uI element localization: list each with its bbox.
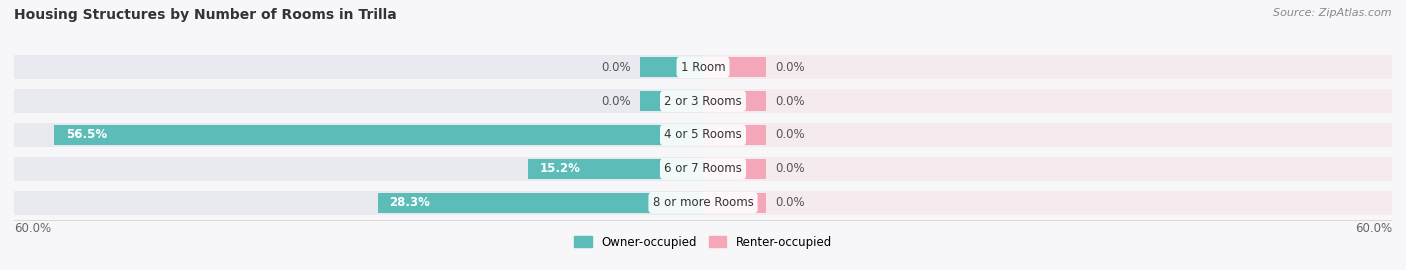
Text: 6 or 7 Rooms: 6 or 7 Rooms [664,162,742,176]
Text: Source: ZipAtlas.com: Source: ZipAtlas.com [1274,8,1392,18]
Bar [703,193,766,212]
Bar [14,157,1392,181]
Bar [378,193,703,212]
Bar [703,123,1392,147]
Text: 60.0%: 60.0% [14,222,51,235]
Bar [703,89,1392,113]
Bar [640,91,703,111]
Text: 0.0%: 0.0% [775,94,806,108]
Bar [529,159,703,179]
Text: Housing Structures by Number of Rooms in Trilla: Housing Structures by Number of Rooms in… [14,8,396,22]
Bar [703,159,766,179]
Text: 28.3%: 28.3% [389,196,430,209]
Text: 2 or 3 Rooms: 2 or 3 Rooms [664,94,742,108]
Bar [14,191,703,215]
Bar [14,89,703,113]
Bar [703,55,1392,79]
Bar [703,157,1392,181]
Text: 15.2%: 15.2% [540,162,581,176]
Text: 56.5%: 56.5% [66,129,107,141]
Text: 1 Room: 1 Room [681,61,725,74]
Bar [14,123,1392,147]
Bar [14,89,1392,113]
Text: 4 or 5 Rooms: 4 or 5 Rooms [664,129,742,141]
Bar [703,191,1392,215]
Text: 0.0%: 0.0% [775,162,806,176]
Text: 8 or more Rooms: 8 or more Rooms [652,196,754,209]
Bar [14,55,703,79]
Bar [703,125,766,145]
Bar [703,58,766,77]
Bar [14,191,1392,215]
Text: 0.0%: 0.0% [775,196,806,209]
Bar [14,123,703,147]
Text: 0.0%: 0.0% [600,61,631,74]
Text: 0.0%: 0.0% [600,94,631,108]
Text: 0.0%: 0.0% [775,61,806,74]
Bar [14,157,703,181]
Bar [55,125,703,145]
Text: 60.0%: 60.0% [1355,222,1392,235]
Bar [640,58,703,77]
Bar [703,91,766,111]
Bar [14,55,1392,79]
Legend: Owner-occupied, Renter-occupied: Owner-occupied, Renter-occupied [569,231,837,254]
Text: 0.0%: 0.0% [775,129,806,141]
